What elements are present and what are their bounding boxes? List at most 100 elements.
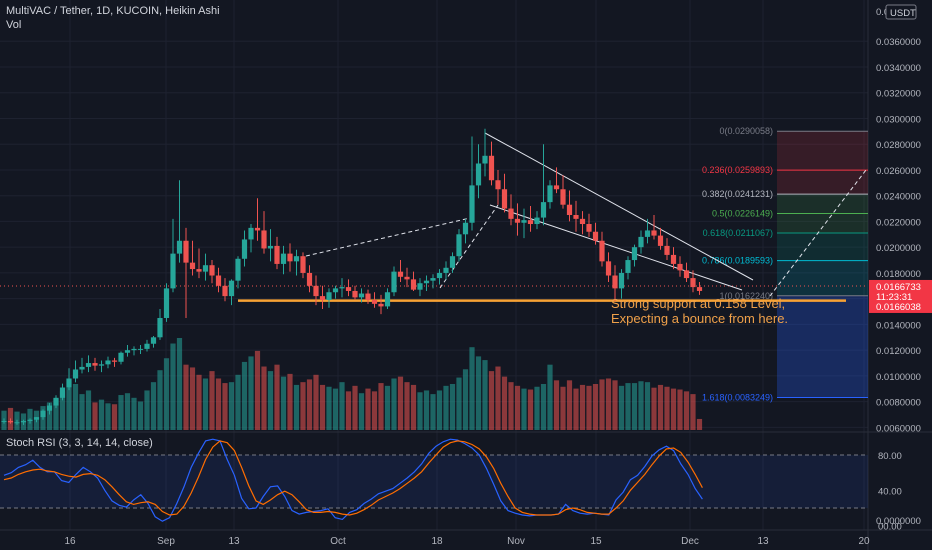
volume-bar — [527, 389, 534, 430]
volume-bar — [85, 390, 92, 430]
price-axis-label: 0.0240000 — [876, 192, 921, 203]
candle-body — [189, 262, 196, 270]
candle-body — [462, 222, 469, 235]
candle-body — [358, 293, 365, 298]
candle-body — [449, 256, 456, 268]
candle-body — [690, 278, 696, 288]
candle-body — [111, 360, 118, 362]
volume-bar — [313, 374, 319, 430]
fib-level-label: 0.786(0.0189593) — [702, 256, 773, 266]
price-axis-label: 0.0200000 — [876, 243, 921, 254]
candle-body — [534, 217, 540, 225]
last-price-tag — [869, 279, 932, 313]
volume-bar — [384, 385, 391, 430]
volume-bar — [391, 378, 397, 430]
volume-bar — [241, 361, 248, 430]
volume-bar — [170, 343, 176, 430]
volume-bar — [144, 390, 150, 430]
volume-bar — [66, 387, 72, 430]
volume-bar — [79, 394, 85, 430]
candle-body — [527, 220, 534, 225]
support-annotation-line1: Strong support at 0.158 Level, — [611, 296, 786, 311]
volume-bar — [293, 384, 300, 430]
candle-body — [98, 364, 105, 366]
volume-bar — [267, 371, 274, 430]
candle-body — [241, 239, 248, 259]
candle-body — [397, 271, 404, 277]
last-price-label: 0.0166733 — [876, 282, 921, 293]
candle-body — [436, 272, 443, 279]
dashed-projection — [769, 169, 867, 297]
volume-bar — [261, 366, 267, 430]
candle-body — [456, 234, 462, 257]
candle-body — [644, 230, 651, 237]
volume-bar — [72, 384, 79, 430]
volume-bar — [202, 378, 209, 430]
candle-body — [488, 155, 495, 181]
candle-body — [475, 163, 482, 186]
fib-level-label: 0.236(0.0259893) — [702, 165, 773, 175]
candle-body — [254, 227, 261, 231]
candle-body — [274, 245, 280, 264]
volume-bar — [456, 377, 462, 430]
candle-body — [566, 204, 573, 215]
price-axis-label: 0.0 — [876, 7, 889, 18]
volume-bar — [586, 385, 592, 430]
volume-bar — [469, 347, 475, 430]
candle-body — [553, 185, 560, 190]
currency-badge: USDT — [890, 8, 916, 19]
volume-bar — [326, 386, 332, 430]
volume-bar — [53, 398, 59, 430]
volume-bar — [105, 403, 111, 430]
candle-body — [339, 287, 345, 289]
candle-body — [670, 254, 677, 264]
volume-bar — [553, 380, 560, 430]
volume-bar — [287, 373, 293, 430]
stoch-rsi-legend: Stoch RSI (3, 3, 14, 14, close) — [6, 437, 153, 449]
volume-bar — [300, 382, 306, 430]
candle-body — [599, 240, 605, 262]
candle-body — [417, 283, 423, 290]
volume-bar — [157, 370, 163, 430]
candle-body — [228, 280, 235, 297]
candle-body — [664, 245, 670, 255]
time-axis-label: 20 — [858, 536, 870, 547]
price-axis-label: 0.0100000 — [876, 372, 921, 383]
volume-bar — [150, 382, 157, 430]
bar-countdown-label: 11:23:31 — [876, 292, 912, 303]
candle-body — [7, 420, 14, 423]
candle-body — [677, 263, 683, 271]
volume-bar — [696, 418, 703, 430]
candle-body — [501, 189, 508, 209]
volume-bar — [475, 356, 482, 430]
candle-body — [410, 279, 417, 290]
volume-bar — [547, 364, 553, 430]
volume-bar — [332, 388, 339, 430]
time-axis-label: 15 — [590, 536, 602, 547]
volume-bar — [657, 384, 664, 430]
support-annotation: Strong support at 0.158 Level, Expecting… — [611, 296, 788, 326]
volume-bar — [254, 350, 261, 430]
volume-bar — [514, 385, 521, 430]
price-axis-label: 0.0180000 — [876, 269, 921, 280]
volume-bar — [449, 384, 456, 430]
volume-bar — [488, 371, 495, 430]
time-axis-label: 18 — [431, 536, 443, 547]
volume-bar — [566, 380, 573, 430]
candle-body — [157, 317, 163, 338]
volume-bar — [209, 371, 215, 430]
volume-bar — [365, 388, 371, 430]
candle-body — [261, 230, 267, 249]
time-axis-label: Nov — [507, 536, 525, 547]
time-axis-label: 13 — [228, 536, 240, 547]
candle-body — [72, 369, 79, 379]
volume-bar — [631, 383, 638, 430]
volume-bar — [228, 382, 235, 430]
fib-zone — [777, 131, 868, 171]
volume-bar — [501, 376, 508, 430]
candle-body — [371, 299, 378, 304]
fib-zone — [777, 232, 868, 261]
fib-zone — [777, 295, 868, 398]
volume-bar — [430, 394, 436, 430]
